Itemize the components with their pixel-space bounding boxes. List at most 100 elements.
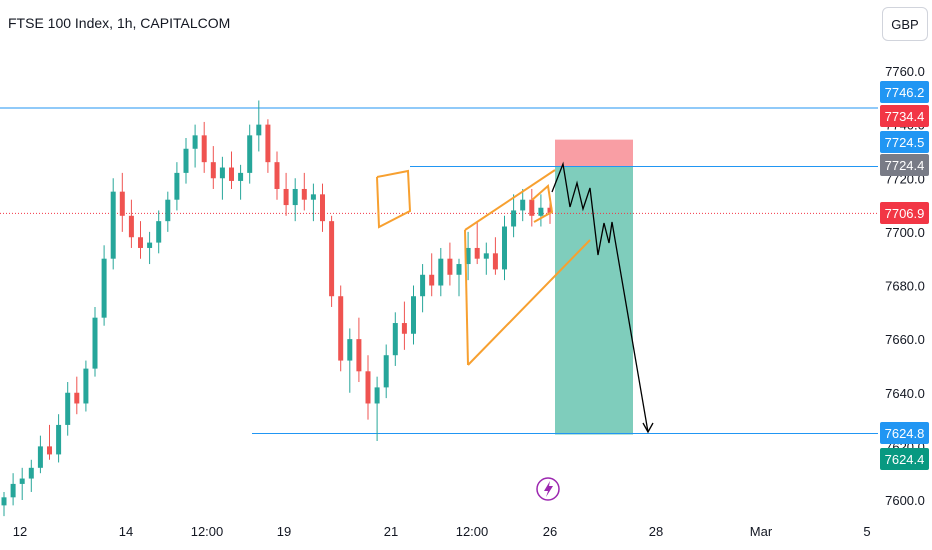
candle-body xyxy=(456,264,462,275)
candle xyxy=(438,247,444,297)
candle xyxy=(374,376,380,442)
candle xyxy=(502,215,507,281)
watermark xyxy=(536,477,560,501)
price-badge-bg xyxy=(880,105,929,127)
candle xyxy=(356,317,362,383)
price-badge-bg xyxy=(880,81,929,103)
candle xyxy=(10,473,16,506)
candle xyxy=(110,178,116,270)
candle xyxy=(65,382,71,436)
price-badge: 7746.2 xyxy=(880,81,929,103)
candle xyxy=(83,360,89,412)
candle xyxy=(329,215,335,307)
candle xyxy=(174,162,180,211)
candle-body xyxy=(101,258,107,318)
x-tick-label: 14 xyxy=(119,524,133,539)
candle-body xyxy=(420,274,426,297)
pattern-drawings xyxy=(376,169,591,366)
candle xyxy=(28,459,34,492)
candle xyxy=(101,245,107,326)
candle xyxy=(301,172,307,211)
chart-title: FTSE 100 Index, 1h, CAPITALCOM xyxy=(8,15,231,31)
price-badge-label: 7724.5 xyxy=(885,135,925,150)
horizontal-lines xyxy=(0,107,878,435)
candle-body xyxy=(147,242,153,248)
candle-body xyxy=(392,323,398,356)
candle-body xyxy=(156,221,162,243)
y-tick-label: 7660.0 xyxy=(885,332,925,347)
candle xyxy=(411,285,416,345)
price-badge: 7734.4 xyxy=(880,105,929,127)
x-tick-label: 12:00 xyxy=(191,524,224,539)
candle-body xyxy=(283,188,289,206)
projection-path xyxy=(551,161,654,434)
candle-body xyxy=(28,467,34,479)
candle xyxy=(429,253,435,297)
price-badge: 7724.5 xyxy=(880,131,929,153)
candle-body xyxy=(511,210,517,227)
candle xyxy=(256,100,262,152)
candle-body xyxy=(483,253,489,259)
candle-body xyxy=(274,162,280,189)
projection-line xyxy=(551,161,649,433)
price-badge: 7706.9 xyxy=(880,202,929,224)
price-badge-label: 7624.4 xyxy=(885,452,925,467)
candle xyxy=(265,119,271,173)
candle-body xyxy=(210,162,216,179)
candle xyxy=(19,467,25,500)
candle xyxy=(138,221,143,259)
candle-body xyxy=(128,215,134,238)
candle-body xyxy=(465,247,471,265)
candle xyxy=(37,435,43,474)
candle xyxy=(192,124,198,168)
candle-body xyxy=(520,199,526,211)
price-badge-label: 7624.8 xyxy=(885,426,925,441)
candle xyxy=(119,172,125,232)
price-badge-bg xyxy=(880,422,929,444)
y-tick-label: 7600.0 xyxy=(885,493,925,508)
currency-button[interactable]: GBP xyxy=(882,7,928,41)
candle xyxy=(238,164,244,200)
y-tick-label: 7700.0 xyxy=(885,225,925,240)
candle xyxy=(483,242,489,275)
candle-body xyxy=(201,135,207,163)
candle-body xyxy=(547,207,553,214)
candle-body xyxy=(411,296,416,334)
price-badge-bg xyxy=(880,202,929,224)
candle-body xyxy=(438,258,444,286)
candle-body xyxy=(401,323,407,334)
price-badge-bg xyxy=(880,131,929,153)
candle-body xyxy=(529,199,535,216)
candle-body xyxy=(329,221,335,297)
price-badge: 7724.4 xyxy=(880,154,929,176)
candle xyxy=(529,188,535,227)
price-badge-label: 7746.2 xyxy=(885,85,925,100)
candle-body xyxy=(47,446,52,455)
candle xyxy=(538,194,544,227)
candle xyxy=(1,491,7,517)
candle-body xyxy=(119,191,125,216)
candle-body xyxy=(338,296,344,361)
wedge-lower-line xyxy=(467,239,591,366)
candle xyxy=(47,424,52,460)
candle-body xyxy=(238,172,244,181)
candle xyxy=(201,121,207,173)
time-axis: 12 14 12:00 19 21 12:00 26 28 Mar 5 xyxy=(13,524,871,539)
x-tick-label: 26 xyxy=(543,524,557,539)
x-tick-label: 21 xyxy=(384,524,398,539)
candle-body xyxy=(19,478,25,484)
candle xyxy=(292,178,298,222)
candle xyxy=(247,124,253,184)
x-tick-label: 28 xyxy=(649,524,663,539)
candle-body xyxy=(229,167,234,181)
candle-body xyxy=(347,339,353,361)
flag-pattern xyxy=(376,169,412,229)
wedge-left-edge xyxy=(464,229,469,366)
candle xyxy=(147,231,153,265)
candle xyxy=(338,285,344,372)
candle xyxy=(511,194,517,238)
candle-body xyxy=(356,339,362,372)
candle-body xyxy=(538,207,544,216)
candle-body xyxy=(383,355,389,388)
